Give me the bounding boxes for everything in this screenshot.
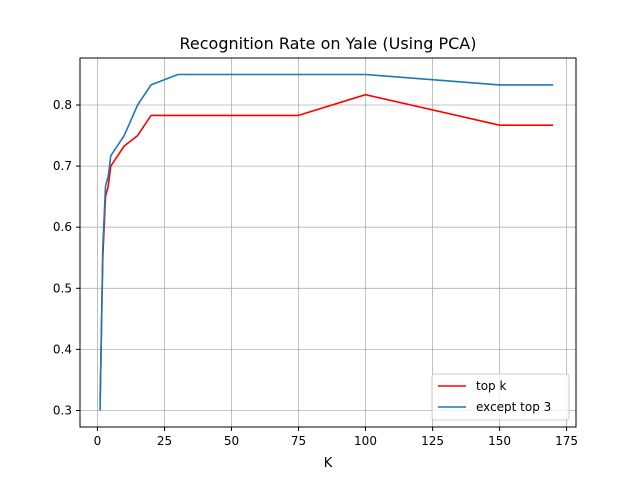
legend-label-1: top k (476, 379, 506, 393)
plot-frame (79, 57, 577, 428)
y-tick-label: 0.3 (53, 404, 72, 418)
x-tick-label: 150 (488, 434, 511, 448)
x-tick-label: 0 (94, 434, 102, 448)
y-axis-ticks: 0.3 0.4 0.5 0.6 0.7 0.8 (53, 98, 80, 418)
x-tick-label: 175 (555, 434, 578, 448)
series-line-2 (99, 73, 554, 411)
x-tick-label: 75 (291, 434, 306, 448)
x-axis-ticks: 0 25 50 75 100 125 150 175 (94, 427, 578, 448)
y-tick-label: 0.4 (53, 342, 72, 356)
x-tick-label: 50 (224, 434, 239, 448)
y-tick-label: 0.8 (53, 98, 72, 112)
x-tick-label: 25 (157, 434, 172, 448)
series-line-1 (99, 93, 554, 401)
legend-label-2: except top 3 (476, 400, 551, 414)
chart-title: Recognition Rate on Yale (Using PCA) (180, 34, 477, 53)
x-tick-label: 125 (421, 434, 444, 448)
y-tick-label: 0.7 (53, 159, 72, 173)
series-lines (99, 73, 554, 411)
x-axis-label: K (324, 456, 333, 471)
y-tick-label: 0.5 (53, 281, 72, 295)
y-tick-label: 0.6 (53, 220, 72, 234)
legend: top k except top 3 (431, 373, 570, 421)
gridlines (80, 58, 576, 427)
x-tick-label: 100 (354, 434, 377, 448)
legend-box (431, 373, 570, 421)
